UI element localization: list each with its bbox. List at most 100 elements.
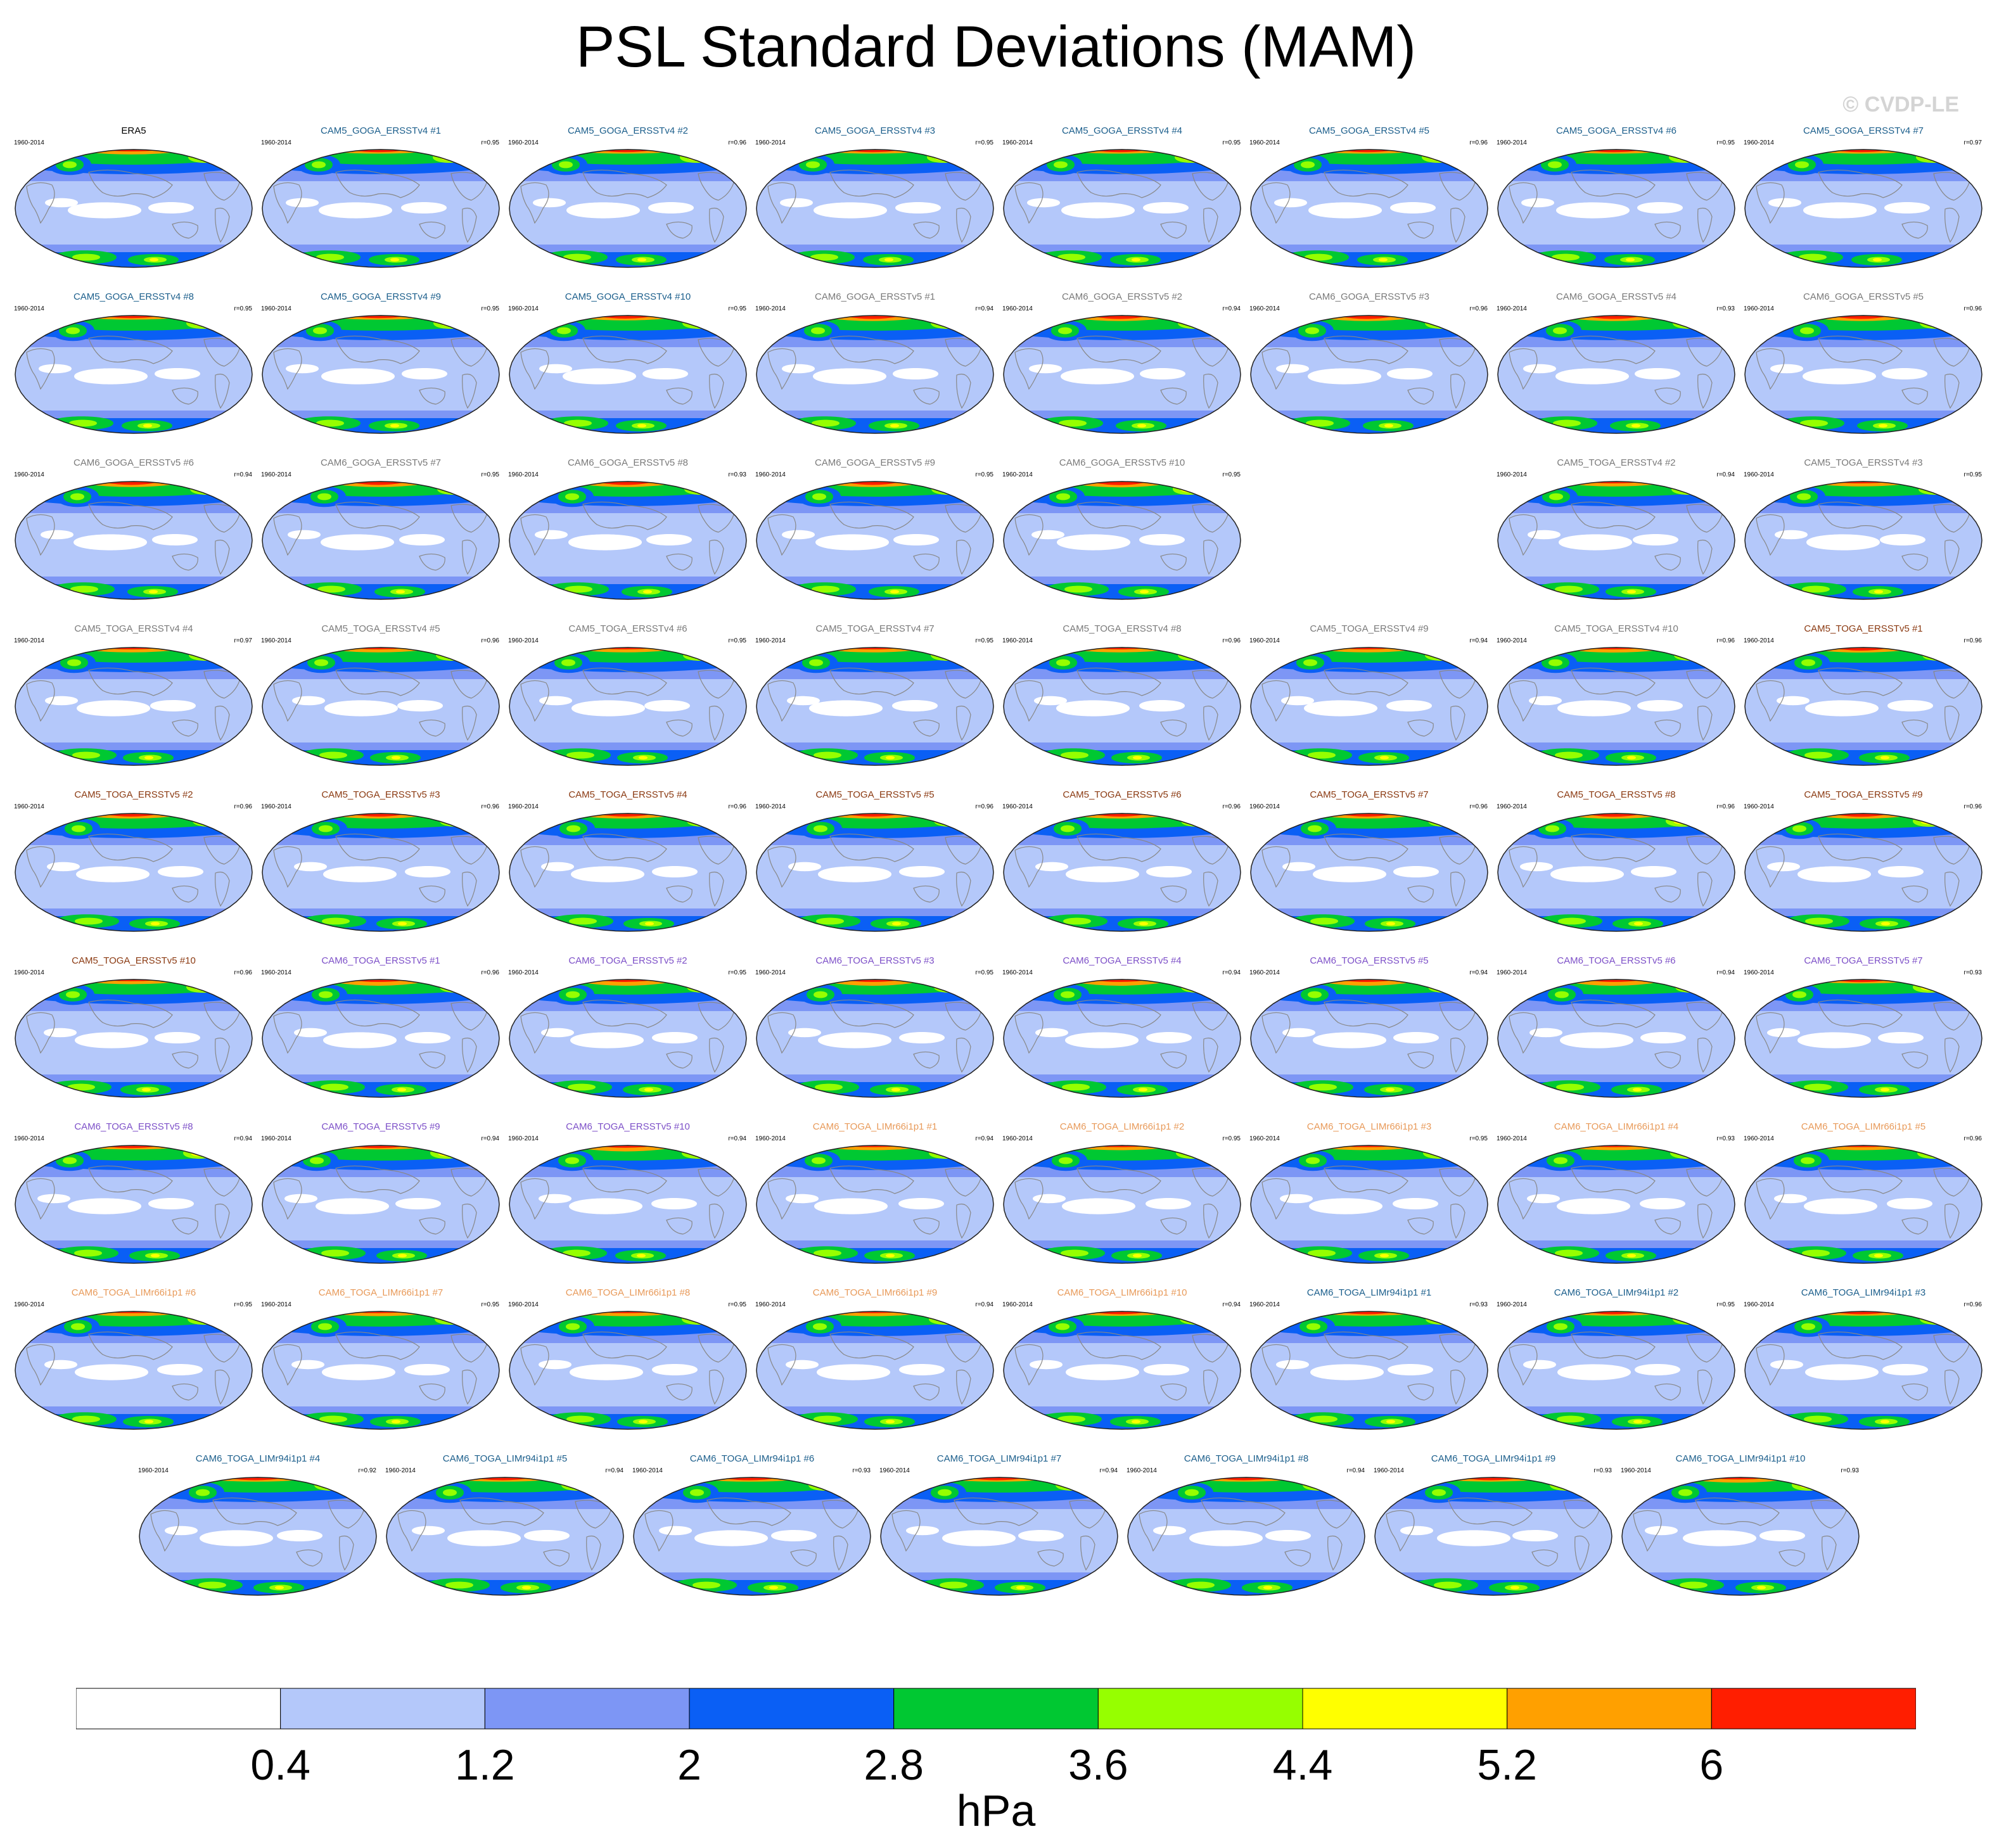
panel-years: 1960-2014 <box>508 305 539 312</box>
panel-title: CAM5_TOGA_ERSSTv5 #10 <box>72 955 196 966</box>
panel-years: 1960-2014 <box>1497 1135 1527 1142</box>
map-panel: CAM6_TOGA_LIMr94i1p1 #1 1960-2014 r=0.93 <box>1246 1287 1493 1431</box>
panel-pattern-correlation: r=0.95 <box>1716 139 1735 146</box>
map-panel: CAM5_TOGA_ERSSTv4 #2 1960-2014 r=0.94 <box>1493 457 1740 601</box>
panel-years: 1960-2014 <box>1249 637 1280 644</box>
psl-stddev-map <box>15 481 253 600</box>
colorbar-swatch <box>893 1688 1099 1730</box>
panel-title: CAM5_TOGA_ERSSTv5 #8 <box>1557 789 1676 800</box>
psl-stddev-map <box>1497 481 1735 600</box>
panel-title: CAM5_GOGA_ERSSTv4 #10 <box>565 291 691 302</box>
panel-title: CAM6_TOGA_LIMr94i1p1 #2 <box>1554 1287 1679 1298</box>
psl-stddev-map <box>262 149 500 268</box>
panel-years: 1960-2014 <box>632 1467 663 1474</box>
panel-pattern-correlation: r=0.94 <box>1716 969 1735 976</box>
panel-years: 1960-2014 <box>1002 471 1033 478</box>
panel-pattern-correlation: r=0.94 <box>1716 471 1735 478</box>
psl-stddev-map <box>509 813 747 932</box>
panel-pattern-correlation: r=0.96 <box>1963 637 1982 644</box>
map-panel: CAM6_TOGA_LIMr94i1p1 #6 1960-2014 r=0.93 <box>629 1453 876 1596</box>
panel-pattern-correlation: r=0.97 <box>1963 139 1982 146</box>
panel-pattern-correlation: r=0.95 <box>481 139 499 146</box>
panel-title: ERA5 <box>121 125 146 136</box>
panel-title: CAM6_TOGA_LIMr94i1p1 #4 <box>195 1453 321 1464</box>
panel-pattern-correlation: r=0.96 <box>728 803 746 810</box>
panel-years: 1960-2014 <box>261 1135 291 1142</box>
panel-pattern-correlation: r=0.94 <box>728 1135 746 1142</box>
panel-pattern-correlation: r=0.94 <box>234 1135 252 1142</box>
map-panel: CAM5_TOGA_ERSSTv4 #5 1960-2014 r=0.96 <box>257 623 504 767</box>
panel-title: CAM6_TOGA_ERSSTv5 #4 <box>1063 955 1182 966</box>
colorbar-tick-label: 3.6 <box>1068 1741 1128 1789</box>
panel-years: 1960-2014 <box>1002 637 1033 644</box>
panel-years: 1960-2014 <box>755 305 786 312</box>
psl-stddev-map <box>15 1311 253 1430</box>
psl-stddev-map <box>756 647 994 766</box>
panel-title: CAM6_TOGA_ERSSTv5 #3 <box>815 955 935 966</box>
panel-pattern-correlation: r=0.95 <box>728 969 746 976</box>
psl-stddev-map <box>756 149 994 268</box>
panel-years: 1960-2014 <box>508 637 539 644</box>
panel-title: CAM6_TOGA_LIMr66i1p1 #3 <box>1306 1121 1432 1132</box>
panel-title: CAM6_TOGA_LIMr66i1p1 #2 <box>1059 1121 1185 1132</box>
panel-title: CAM5_TOGA_ERSSTv4 #8 <box>1063 623 1182 634</box>
panel-years: 1960-2014 <box>1249 803 1280 810</box>
panel-years: 1960-2014 <box>508 1301 539 1308</box>
psl-stddev-map <box>262 979 500 1098</box>
panel-years: 1960-2014 <box>14 969 44 976</box>
panel-years: 1960-2014 <box>261 1301 291 1308</box>
psl-stddev-map <box>139 1477 377 1596</box>
panel-pattern-correlation: r=0.96 <box>1963 305 1982 312</box>
psl-stddev-map <box>1744 149 1982 268</box>
panel-pattern-correlation: r=0.95 <box>481 471 499 478</box>
panel-pattern-correlation: r=0.95 <box>1963 471 1982 478</box>
panel-title: CAM6_TOGA_LIMr94i1p1 #3 <box>1801 1287 1926 1298</box>
panel-title: CAM6_GOGA_ERSSTv5 #3 <box>1308 291 1430 302</box>
panel-title: CAM6_TOGA_ERSSTv5 #10 <box>566 1121 690 1132</box>
map-panel: CAM5_GOGA_ERSSTv4 #8 1960-2014 r=0.95 <box>10 291 257 435</box>
panel-pattern-correlation: r=0.94 <box>481 1135 499 1142</box>
map-panel: CAM5_GOGA_ERSSTv4 #10 1960-2014 r=0.95 <box>504 291 751 435</box>
panel-title: CAM5_GOGA_ERSSTv4 #3 <box>814 125 936 136</box>
map-panel: CAM6_GOGA_ERSSTv5 #2 1960-2014 r=0.94 <box>999 291 1246 435</box>
map-panel: CAM6_GOGA_ERSSTv5 #5 1960-2014 r=0.96 <box>1740 291 1987 435</box>
panel-years: 1960-2014 <box>1002 1135 1033 1142</box>
map-panel: CAM5_GOGA_ERSSTv4 #9 1960-2014 r=0.95 <box>257 291 504 435</box>
psl-stddev-map <box>1003 979 1241 1098</box>
psl-stddev-map <box>1497 149 1735 268</box>
panel-years: 1960-2014 <box>1497 305 1527 312</box>
panel-title: CAM6_TOGA_LIMr94i1p1 #8 <box>1184 1453 1309 1464</box>
colorbar-tick-label: 5.2 <box>1477 1741 1537 1789</box>
panel-title: CAM6_TOGA_LIMr66i1p1 #4 <box>1554 1121 1679 1132</box>
panel-years: 1960-2014 <box>1127 1467 1157 1474</box>
psl-stddev-map <box>756 979 994 1098</box>
panel-years: 1960-2014 <box>385 1467 416 1474</box>
panel-years: 1960-2014 <box>14 1135 44 1142</box>
panel-years: 1960-2014 <box>755 1135 786 1142</box>
psl-stddev-map <box>1003 1145 1241 1264</box>
panel-pattern-correlation: r=0.97 <box>234 637 252 644</box>
colorbar-tick-label: 4.4 <box>1272 1741 1333 1789</box>
panel-years: 1960-2014 <box>1002 305 1033 312</box>
psl-stddev-map <box>1250 647 1488 766</box>
psl-stddev-map <box>1744 1145 1982 1264</box>
panel-pattern-correlation: r=0.95 <box>975 969 993 976</box>
map-panel: CAM6_TOGA_LIMr66i1p1 #10 1960-2014 r=0.94 <box>999 1287 1246 1431</box>
panel-title: CAM5_TOGA_ERSSTv4 #7 <box>815 623 935 634</box>
map-panel: CAM6_TOGA_ERSSTv5 #5 1960-2014 r=0.94 <box>1246 955 1493 1099</box>
colorbar-swatch <box>1507 1688 1712 1730</box>
panel-years: 1960-2014 <box>14 139 44 146</box>
map-panel: CAM5_GOGA_ERSSTv4 #6 1960-2014 r=0.95 <box>1493 125 1740 269</box>
psl-stddev-map <box>1127 1477 1365 1596</box>
panel-years: 1960-2014 <box>1744 637 1774 644</box>
colorbar <box>76 1688 1916 1730</box>
map-panel: CAM6_TOGA_LIMr66i1p1 #3 1960-2014 r=0.95 <box>1246 1121 1493 1265</box>
panel-title: CAM5_TOGA_ERSSTv5 #9 <box>1804 789 1923 800</box>
psl-stddev-map <box>15 149 253 268</box>
psl-stddev-map <box>1003 647 1241 766</box>
panel-pattern-correlation: r=0.95 <box>975 637 993 644</box>
panel-title: CAM5_GOGA_ERSSTv4 #6 <box>1555 125 1677 136</box>
colorbar-tick-label: 1.2 <box>455 1741 515 1789</box>
panel-title: CAM6_GOGA_ERSSTv5 #9 <box>814 457 936 468</box>
panel-years: 1960-2014 <box>1249 305 1280 312</box>
